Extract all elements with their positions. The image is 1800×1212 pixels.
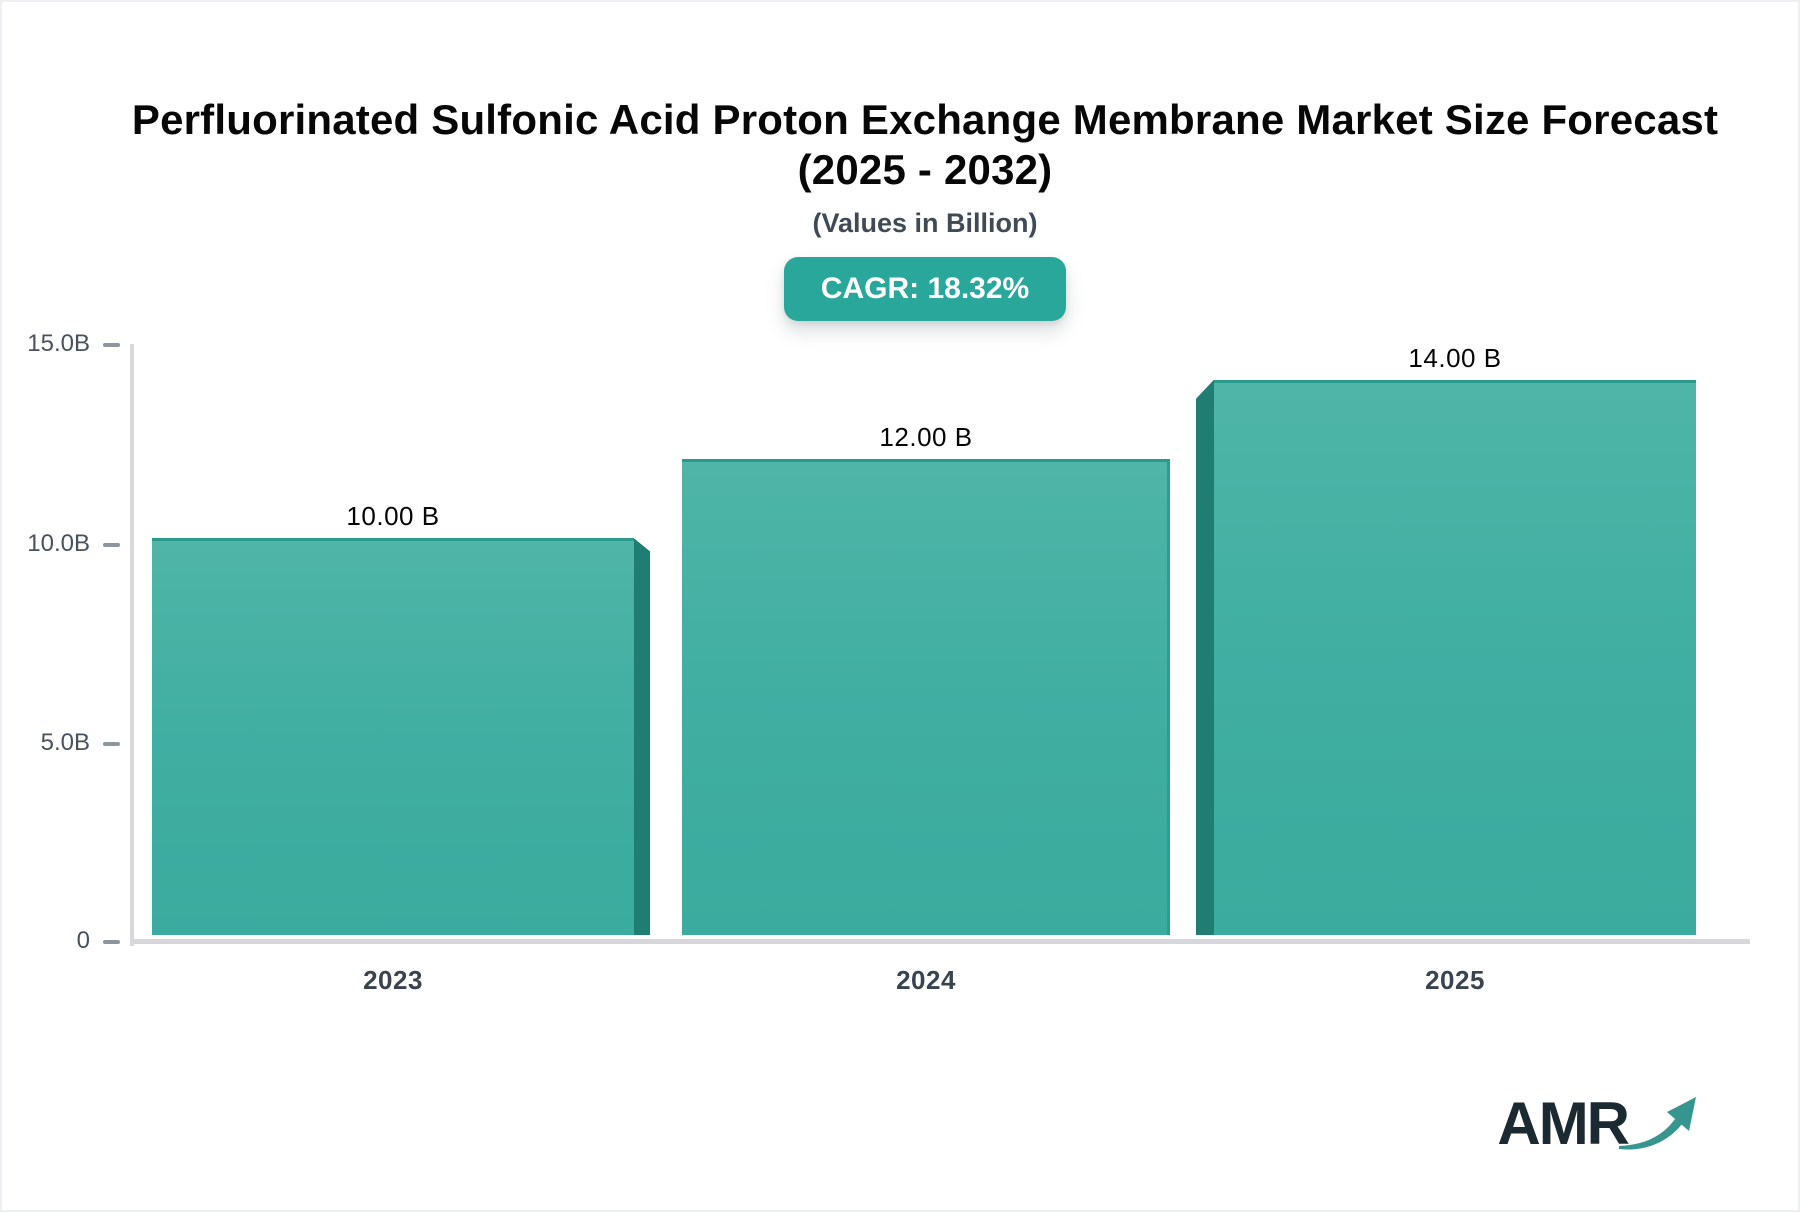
cagr-badge: CAGR: 18.32% <box>783 257 1067 321</box>
chart-header: Perfluorinated Sulfonic Acid Proton Exch… <box>52 2 1798 321</box>
y-tick-label: 5.0B <box>40 729 90 756</box>
bar-3d-side <box>1196 379 1214 935</box>
bar-face <box>682 459 1170 935</box>
x-axis-label-2024: 2024 <box>896 965 956 995</box>
tick-mark <box>103 543 120 547</box>
bar-value-label: 12.00 B <box>879 422 973 452</box>
chart-title-line-2: (2025 - 2032) <box>797 146 1053 193</box>
y-tick-label: 10.0B <box>27 530 90 557</box>
amr-logo: AMR <box>1497 1088 1698 1154</box>
tick-mark <box>103 343 120 347</box>
chart-subtitle: (Values in Billion) <box>812 208 1038 238</box>
bar-face <box>1214 379 1696 935</box>
tick-mark <box>103 940 120 944</box>
bar-face <box>152 538 634 935</box>
bar-value-label: 10.00 B <box>346 501 440 532</box>
upward-trend-arrow-icon <box>1619 1097 1696 1150</box>
x-axis-label-2025: 2025 <box>1425 965 1485 995</box>
bar-3d-side <box>634 538 650 935</box>
bar-2023: 10.00 B 2023 <box>152 501 650 995</box>
x-axis-line <box>130 939 1750 944</box>
chart-title-line-1: Perfluorinated Sulfonic Acid Proton Exch… <box>131 96 1719 143</box>
tick-mark <box>103 742 120 746</box>
y-tick-label: 15.0B <box>27 330 90 357</box>
bar-2024: 12.00 B 2024 <box>682 422 1170 995</box>
bar-value-label: 14.00 B <box>1408 342 1502 373</box>
bar-2025: 14.00 B 2025 <box>1196 343 1696 995</box>
y-tick-label: 0 <box>76 927 90 954</box>
y-axis-line <box>130 344 134 946</box>
amr-logo-text: AMR <box>1497 1090 1630 1157</box>
x-axis-label-2023: 2023 <box>363 965 423 995</box>
